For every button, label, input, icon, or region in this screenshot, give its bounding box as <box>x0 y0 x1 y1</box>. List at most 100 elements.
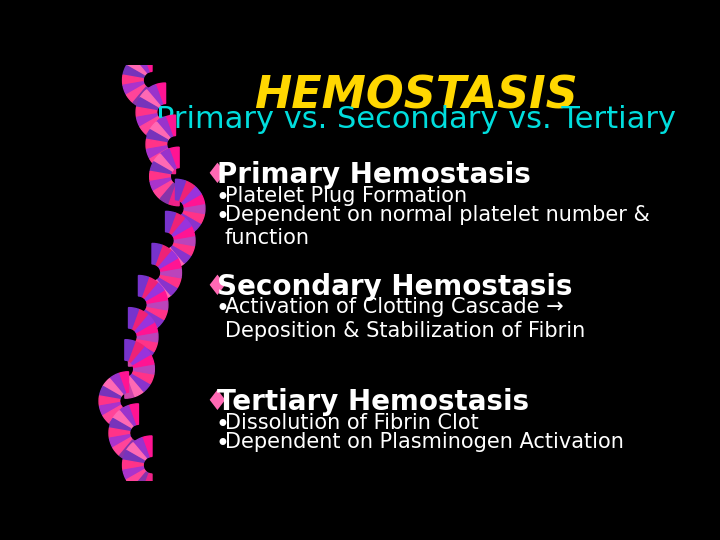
Wedge shape <box>181 186 201 204</box>
Wedge shape <box>103 379 123 397</box>
Wedge shape <box>147 85 163 105</box>
Wedge shape <box>150 171 171 181</box>
Text: •: • <box>215 186 230 210</box>
Wedge shape <box>134 364 154 374</box>
Wedge shape <box>152 281 162 302</box>
Wedge shape <box>158 277 178 295</box>
Wedge shape <box>146 130 168 143</box>
Wedge shape <box>156 83 166 104</box>
Wedge shape <box>118 372 128 393</box>
Wedge shape <box>141 312 158 332</box>
Wedge shape <box>174 242 194 255</box>
Text: •: • <box>215 298 230 321</box>
Wedge shape <box>144 282 164 300</box>
Wedge shape <box>166 249 176 270</box>
Wedge shape <box>142 436 152 457</box>
Wedge shape <box>109 428 130 438</box>
Wedge shape <box>128 308 138 329</box>
Wedge shape <box>183 194 204 207</box>
Wedge shape <box>140 90 160 108</box>
Wedge shape <box>160 149 176 170</box>
Wedge shape <box>150 148 170 167</box>
Text: Dependent on Plasminogen Activation: Dependent on Plasminogen Activation <box>225 432 624 452</box>
Wedge shape <box>123 467 144 480</box>
Wedge shape <box>169 185 179 206</box>
Text: Dissolution of Fibrin Clot: Dissolution of Fibrin Clot <box>225 413 479 433</box>
Text: Activation of Clotting Cascade →
Deposition & Stabilization of Fibrin: Activation of Clotting Cascade → Deposit… <box>225 298 585 341</box>
Wedge shape <box>142 89 152 110</box>
Wedge shape <box>153 154 174 172</box>
Wedge shape <box>109 408 125 429</box>
Wedge shape <box>150 162 171 175</box>
Wedge shape <box>125 377 135 398</box>
Wedge shape <box>109 418 131 431</box>
Wedge shape <box>184 204 205 214</box>
Wedge shape <box>133 472 149 492</box>
Wedge shape <box>146 290 168 303</box>
Wedge shape <box>99 387 121 400</box>
Wedge shape <box>181 213 201 231</box>
Wedge shape <box>158 250 178 268</box>
Wedge shape <box>133 438 149 458</box>
Wedge shape <box>146 306 168 320</box>
Wedge shape <box>133 87 149 107</box>
Wedge shape <box>183 210 204 223</box>
Wedge shape <box>130 373 150 392</box>
Wedge shape <box>132 309 148 330</box>
Wedge shape <box>109 374 125 394</box>
Text: Primary vs. Secondary vs. Tertiary: Primary vs. Secondary vs. Tertiary <box>156 105 675 134</box>
Wedge shape <box>113 437 132 456</box>
Wedge shape <box>179 215 194 236</box>
Wedge shape <box>125 340 135 361</box>
Wedge shape <box>120 440 135 461</box>
Wedge shape <box>127 443 146 461</box>
Wedge shape <box>168 247 184 268</box>
Wedge shape <box>140 117 160 134</box>
Wedge shape <box>109 435 131 448</box>
Wedge shape <box>127 470 146 488</box>
Wedge shape <box>123 65 144 79</box>
Wedge shape <box>127 85 146 103</box>
Wedge shape <box>136 339 158 352</box>
Wedge shape <box>160 183 176 204</box>
Wedge shape <box>150 178 171 191</box>
Wedge shape <box>99 396 120 406</box>
Wedge shape <box>128 341 144 362</box>
Wedge shape <box>141 277 158 298</box>
Wedge shape <box>174 235 195 246</box>
Wedge shape <box>103 406 123 423</box>
Wedge shape <box>134 314 154 333</box>
Wedge shape <box>118 409 128 430</box>
Wedge shape <box>127 58 146 76</box>
Text: Platelet Plug Formation: Platelet Plug Formation <box>225 186 467 206</box>
Text: ♦: ♦ <box>204 273 230 301</box>
Wedge shape <box>130 347 150 364</box>
Text: Tertiary Hemostasis: Tertiary Hemostasis <box>217 388 529 416</box>
Wedge shape <box>138 332 158 342</box>
Wedge shape <box>136 322 158 335</box>
Wedge shape <box>142 474 152 495</box>
Wedge shape <box>132 354 154 367</box>
Wedge shape <box>160 274 181 287</box>
Wedge shape <box>176 179 186 200</box>
Wedge shape <box>174 226 194 239</box>
Text: ♦: ♦ <box>204 388 230 416</box>
Wedge shape <box>166 153 176 174</box>
Wedge shape <box>156 117 173 138</box>
Wedge shape <box>128 441 138 462</box>
Wedge shape <box>122 460 143 470</box>
Wedge shape <box>99 402 121 416</box>
Wedge shape <box>132 343 148 364</box>
Wedge shape <box>171 218 191 236</box>
Wedge shape <box>161 268 181 278</box>
Wedge shape <box>169 147 179 168</box>
Wedge shape <box>138 313 148 334</box>
Wedge shape <box>122 75 143 85</box>
Wedge shape <box>134 341 154 359</box>
Wedge shape <box>152 244 162 265</box>
Wedge shape <box>155 245 171 266</box>
Wedge shape <box>147 119 163 140</box>
Text: Primary Hemostasis: Primary Hemostasis <box>217 161 531 189</box>
Wedge shape <box>156 120 166 141</box>
Wedge shape <box>133 53 149 73</box>
